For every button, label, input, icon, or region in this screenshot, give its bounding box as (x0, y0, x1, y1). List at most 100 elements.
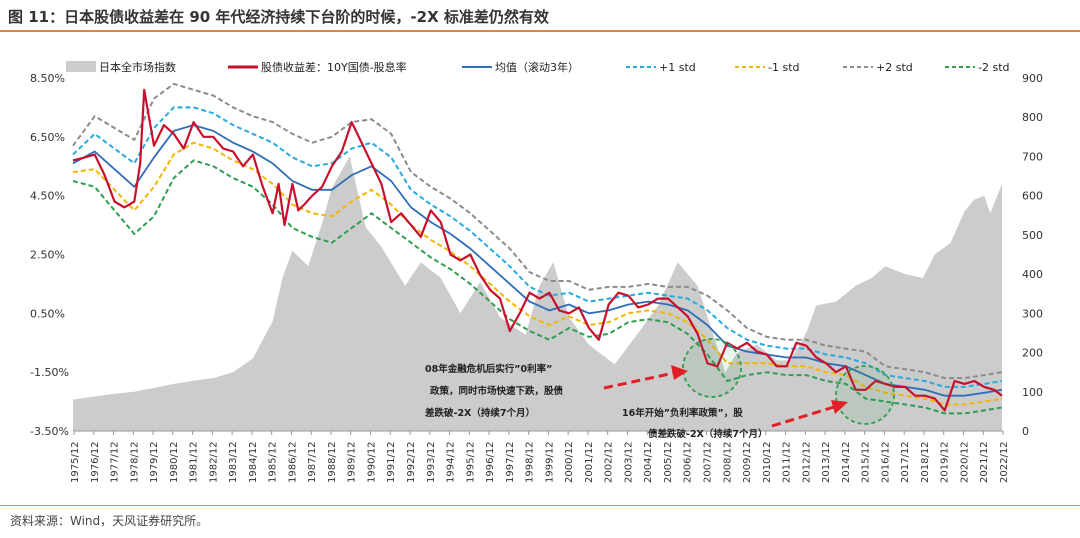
right-axis-tick: 900 (1022, 72, 1043, 85)
legend-label: +1 std (659, 61, 696, 74)
std-line-plus2 (72, 82, 1003, 380)
left-axis-tick: -1.50% (30, 366, 69, 379)
right-axis-tick: 100 (1022, 386, 1043, 399)
legend-label: -2 std (978, 61, 1010, 74)
highlight-2008-ellipse (682, 338, 742, 398)
right-axis-tick: 0 (1022, 425, 1029, 438)
x-axis-tick: 1990/12 (367, 441, 378, 483)
right-axis-tick: 200 (1022, 347, 1043, 360)
legend-label: 股债收益差：10Y国债-股息率 (261, 60, 407, 74)
x-axis-tick: 1985/12 (268, 441, 279, 483)
arrow-2016-head (831, 400, 848, 414)
x-axis-tick: 1992/12 (406, 441, 417, 483)
x-axis-tick: 2022/12 (999, 441, 1010, 483)
source-note: 资料来源：Wind，天风证券研究所。 (10, 514, 209, 528)
title-rule (0, 30, 1080, 32)
annotation-2016-line: 债差跌破-2X（持续7个月） (648, 428, 768, 440)
x-axis-tick: 1987/12 (307, 441, 318, 483)
x-axis-tick: 2009/12 (742, 441, 753, 483)
x-axis-tick: 1975/12 (70, 441, 81, 483)
right-axis-tick: 600 (1022, 190, 1043, 203)
arrow-2008-shaft (603, 371, 675, 390)
annotation-2008-line: 差跌破-2X（持续7个月） (425, 407, 535, 419)
x-axis-tick: 2005/12 (663, 441, 674, 483)
legend-swatch-area (66, 61, 96, 72)
x-axis-tick: 2003/12 (623, 441, 634, 483)
annotation-layer: 08年金融危机后实行”0利率” 政策，同时市场快速下跌，股债差跌破-2X（持续7个… (425, 338, 895, 440)
x-axis-tick: 1976/12 (90, 441, 101, 483)
legend-label: +2 std (876, 61, 913, 74)
x-axis-tick: 1986/12 (287, 441, 298, 483)
x-axis-tick: 1994/12 (446, 441, 457, 483)
axis-layer: 8.50% 6.50% 4.50% 2.50% 0.50% -1.50% -3.50% 900… (30, 72, 1043, 483)
yield-gap-line (72, 88, 1003, 412)
x-axis-tick: 1988/12 (327, 441, 338, 483)
left-axis-tick: 4.50% (30, 190, 65, 203)
x-axis-tick: 2012/12 (801, 441, 812, 483)
legend-label: -1 std (768, 61, 800, 74)
std-line-minus1 (72, 141, 1003, 406)
x-axis-tick: 1983/12 (228, 441, 239, 483)
std-line-plus1 (72, 106, 1003, 388)
chart: 8.50% 6.50% 4.50% 2.50% 0.50% -1.50% -3.50% 900… (30, 60, 1043, 483)
x-axis-tick: 1989/12 (347, 441, 358, 483)
right-axis-tick: 800 (1022, 111, 1043, 124)
x-axis-tick: 2013/12 (821, 441, 832, 483)
left-axis-tick: 6.50% (30, 131, 65, 144)
x-axis-tick: 2007/12 (703, 441, 714, 483)
right-axis-tick: 400 (1022, 268, 1043, 281)
x-axis-tick: 1996/12 (485, 441, 496, 483)
x-axis-tick: 2021/12 (979, 441, 990, 483)
std-band-layer (72, 82, 1003, 415)
x-axis-tick: 2001/12 (584, 441, 595, 483)
x-axis-tick: 1978/12 (129, 441, 140, 483)
x-axis-tick: 2014/12 (841, 441, 852, 483)
x-axis-tick: 2000/12 (564, 441, 575, 483)
arrow-2008-head (671, 365, 688, 380)
left-axis-tick: 8.50% (30, 72, 65, 85)
arrow-2016-shaft (771, 405, 835, 428)
x-axis-tick: 2008/12 (722, 441, 733, 483)
figure-title: 图 11：日本股债收益差在 90 年代经济持续下台阶的时候，-2X 标准差仍然有… (8, 8, 549, 26)
x-axis-tick: 1991/12 (386, 441, 397, 483)
x-axis-tick: 2019/12 (940, 441, 951, 483)
annotation-2008-line: 政策，同时市场快速下跌，股债 (430, 385, 564, 397)
x-axis-tick: 1993/12 (426, 441, 437, 483)
left-axis-tick: 0.50% (30, 307, 65, 320)
x-axis-tick: 2010/12 (762, 441, 773, 483)
x-axis-tick: 2011/12 (782, 441, 793, 483)
x-axis-tick: 2016/12 (880, 441, 891, 483)
highlight-2016-ellipse (835, 365, 895, 425)
x-axis-tick: 1980/12 (169, 441, 180, 483)
x-axis-tick: 2015/12 (861, 441, 872, 483)
x-axis-tick: 2004/12 (643, 441, 654, 483)
left-axis-tick: 2.50% (30, 249, 65, 262)
market-index-area (73, 156, 1002, 431)
right-axis-tick: 300 (1022, 307, 1043, 320)
x-axis-tick: 1999/12 (544, 441, 555, 483)
legend-label: 日本全市场指数 (99, 60, 176, 74)
mean-line (72, 124, 1003, 397)
x-axis-tick: 2006/12 (683, 441, 694, 483)
index-area-layer (73, 156, 1002, 431)
x-axis-tick: 2002/12 (604, 441, 615, 483)
x-axis-tick: 1977/12 (110, 441, 121, 483)
line-layer (72, 88, 1003, 412)
std-line-minus2 (72, 159, 1003, 415)
x-axis-tick: 1981/12 (189, 441, 200, 483)
footer-rule (0, 505, 1080, 506)
x-axis-tick: 1998/12 (525, 441, 536, 483)
left-axis-tick: -3.50% (30, 425, 69, 438)
legend-label: 均值（滚动3年） (495, 60, 579, 74)
x-axis-tick: 1984/12 (248, 441, 259, 483)
x-axis-tick: 2020/12 (960, 441, 971, 483)
x-axis-tick: 2017/12 (900, 441, 911, 483)
x-axis-tick: 1997/12 (505, 441, 516, 483)
legend: 日本全市场指数 股债收益差：10Y国债-股息率 均值（滚动3年） +1 std -1 s… (66, 60, 1010, 74)
annotation-2008-line: 08年金融危机后实行”0利率” (425, 363, 552, 375)
x-axis-tick: 2018/12 (920, 441, 931, 483)
right-axis-tick: 500 (1022, 229, 1043, 242)
right-axis-tick: 700 (1022, 150, 1043, 163)
x-axis-tick: 1982/12 (208, 441, 219, 483)
x-axis-tick: 1979/12 (149, 441, 160, 483)
